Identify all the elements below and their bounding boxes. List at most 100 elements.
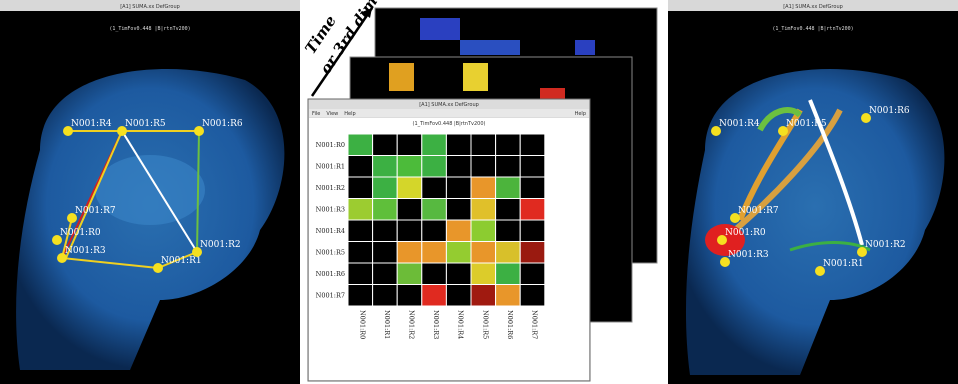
matrix-cell [520, 263, 545, 285]
row-label: N001:R3 [316, 205, 345, 213]
matrix-cell [373, 263, 398, 285]
row-label: N001:R2 [316, 184, 345, 192]
col-label: N001:R0 [358, 310, 366, 339]
matrix-cell [520, 285, 545, 307]
matrix-cell [520, 134, 545, 156]
matrix-cell [397, 263, 422, 285]
node-label: N001:R5 [125, 119, 166, 129]
matrix-cell [397, 285, 422, 307]
matrix-cell [397, 177, 422, 199]
left-panel: [A1] SUMA.xx DefGroup (1_TimFov0.448 |B|… [0, 0, 300, 384]
matrix-cell [446, 263, 471, 285]
matrix-cell [496, 263, 521, 285]
right-panel: [A1] SUMA.xx DefGroup (1_TimFov0.448 |B|… [668, 0, 958, 384]
matrix-cell [446, 242, 471, 264]
stack-cell [463, 63, 488, 91]
header: (1_TimFov0.448 |B|rtnTv200) [413, 121, 486, 127]
col-label: N001:R6 [506, 310, 514, 339]
row-label: N001:R5 [316, 248, 345, 256]
figure: [A1] SUMA.xx DefGroup (1_TimFov0.448 |B|… [0, 0, 958, 384]
header: (1_TimFov0.448 |B|rtnTv200) [772, 26, 853, 32]
matrix-stack: [A1] SUMA.xx DefGroup FileViewHelp Help … [301, 0, 657, 381]
matrix-cell [348, 199, 373, 221]
page: {"left_panel":{"window_title":"[A1] SUMA… [0, 0, 958, 384]
matrix-cell [373, 220, 398, 242]
window-title: [A1] SUMA.xx DefGroup [783, 4, 843, 10]
window-title: [A1] SUMA.xx DefGroup [120, 4, 180, 10]
matrix-cell [446, 177, 471, 199]
matrix-cell [422, 285, 447, 307]
col-label: N001:R2 [408, 310, 416, 339]
matrix-cell [496, 134, 521, 156]
stack-cell [540, 88, 565, 100]
matrix-cell [422, 177, 447, 199]
matrix-cell [348, 263, 373, 285]
matrix-cell [373, 242, 398, 264]
matrix-cell [422, 134, 447, 156]
row-label: N001:R6 [316, 270, 345, 278]
stack-cell [389, 63, 414, 91]
matrix-cell [471, 285, 496, 307]
header: (1_TimFov0.448 |B|rtnTv200) [109, 26, 190, 32]
stack-cell [575, 40, 595, 55]
matrix-cell [496, 156, 521, 178]
row-label: N001:R7 [316, 291, 345, 299]
matrix-cell [520, 156, 545, 178]
row-label: N001:R1 [316, 162, 345, 170]
menu: File View Help [312, 111, 356, 117]
matrix-cell [373, 177, 398, 199]
col-label: N001:R5 [481, 310, 489, 339]
col-label: N001:R4 [457, 310, 465, 339]
matrix-cell [446, 156, 471, 178]
node-label: N001:R7 [738, 206, 779, 216]
matrix-cell [496, 242, 521, 264]
matrix-cell [520, 177, 545, 199]
matrix-cell [397, 242, 422, 264]
node-label: N001:R6 [869, 106, 910, 116]
node-label: N001:R3 [728, 250, 769, 260]
node-label: N001:R2 [200, 240, 241, 250]
matrix-cell [422, 220, 447, 242]
matrix-cell [446, 220, 471, 242]
node-label: N001:R5 [786, 119, 827, 129]
col-label: N001:R7 [531, 310, 539, 339]
matrix-cell [422, 199, 447, 221]
stack-cell [420, 18, 460, 40]
matrix-cell [471, 220, 496, 242]
window-title: [A1] SUMA.xx DefGroup [419, 102, 479, 108]
matrix-cell [422, 156, 447, 178]
matrix-cell [496, 177, 521, 199]
node-label: N001:R4 [719, 119, 760, 129]
matrix-cell [496, 285, 521, 307]
matrix-cell [422, 242, 447, 264]
row-label: N001:R0 [316, 141, 345, 149]
matrix-cell [373, 156, 398, 178]
matrix-cell [422, 263, 447, 285]
matrix-cell [471, 199, 496, 221]
matrix-cell [373, 134, 398, 156]
node-label: N001:R0 [60, 228, 101, 238]
node-label: N001:R7 [75, 206, 116, 216]
matrix-cell [348, 220, 373, 242]
node-label: N001:R0 [725, 228, 766, 238]
menu-item[interactable]: View [326, 111, 338, 117]
matrix-cell [520, 242, 545, 264]
matrix-cell [397, 220, 422, 242]
menu-item[interactable]: Help [344, 111, 355, 117]
node-label: N001:R1 [161, 256, 202, 266]
col-label: N001:R1 [383, 310, 391, 339]
matrix-cell [471, 156, 496, 178]
matrix-cell [348, 156, 373, 178]
menu-item[interactable]: File [312, 111, 320, 117]
matrix-cell [496, 220, 521, 242]
matrix-cell [496, 199, 521, 221]
matrix-cell [471, 177, 496, 199]
matrix-cell [348, 134, 373, 156]
matrix-cell [446, 134, 471, 156]
node-label: N001:R1 [823, 259, 864, 269]
matrix-cell [446, 199, 471, 221]
stack-cell [460, 40, 520, 55]
matrix-cell [471, 263, 496, 285]
menu-item[interactable]: Help [575, 111, 586, 117]
matrix-cell [348, 242, 373, 264]
